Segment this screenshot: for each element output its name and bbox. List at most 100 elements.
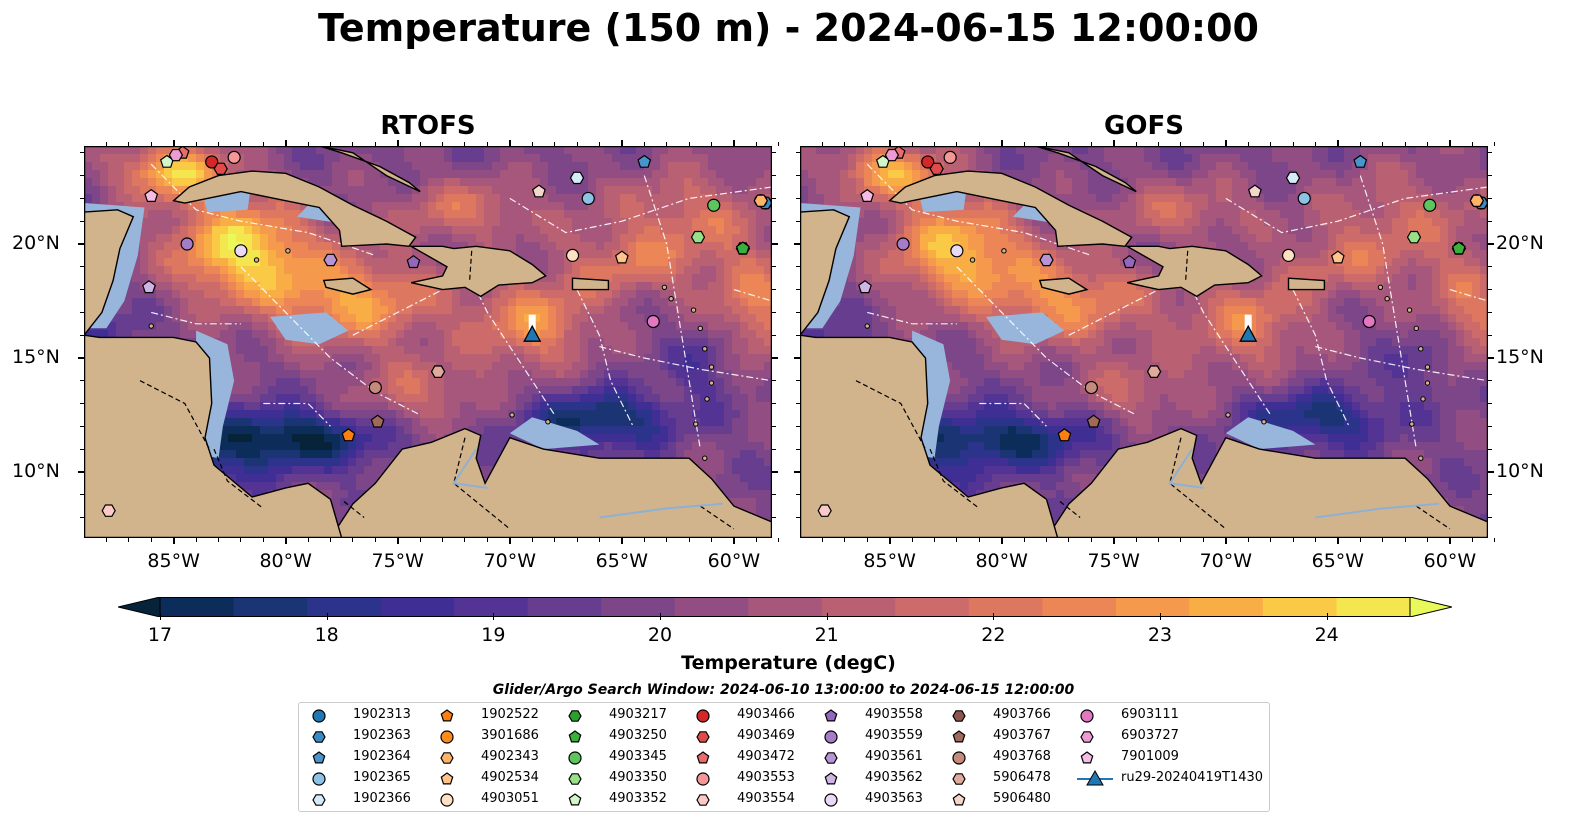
legend-marker-icon — [440, 793, 454, 807]
axis-tick — [796, 448, 800, 450]
legend-marker — [440, 772, 454, 785]
axis-tick — [772, 175, 776, 177]
colorbar-tick-mark — [660, 613, 661, 620]
axis-tick — [888, 538, 891, 544]
colorbar-bin — [895, 597, 970, 617]
river — [1168, 448, 1204, 489]
axis-tick — [508, 140, 511, 146]
legend-marker-icon — [440, 772, 454, 785]
legend-label: 4903563 — [865, 791, 923, 806]
axis-tick — [794, 243, 800, 245]
yucatan-land — [800, 209, 851, 337]
axis-tick — [772, 448, 776, 450]
axis-tick — [576, 142, 578, 146]
axis-tick — [710, 538, 712, 542]
axis-tick — [172, 538, 175, 544]
argo-float-1902364 — [1353, 154, 1368, 168]
axis-tick — [1488, 494, 1492, 496]
axis-tick — [911, 538, 913, 542]
argo-float-markers — [817, 146, 1488, 517]
axis-tick — [1488, 470, 1494, 473]
axis-tick — [688, 538, 690, 542]
small-island — [1418, 455, 1424, 461]
small-island — [148, 323, 154, 329]
eez-boundaries — [150, 163, 772, 450]
legend-label: 1902522 — [481, 707, 539, 722]
legend-label: 4903352 — [609, 791, 667, 806]
argo-float-markers — [101, 146, 772, 517]
colorbar-min-extend — [117, 596, 161, 618]
axis-tick — [778, 538, 780, 542]
bahamas-land — [1035, 146, 1137, 193]
legend-marker — [1080, 751, 1094, 764]
axis-tick — [1488, 311, 1492, 313]
legend-marker — [952, 710, 966, 722]
legend-label: 7901009 — [1121, 749, 1179, 764]
axis-tick — [643, 142, 645, 146]
rtofs-map-canvas — [84, 146, 772, 538]
colorbar — [117, 596, 1453, 618]
argo-float-4903469 — [213, 162, 228, 175]
axis-tick — [1426, 142, 1428, 146]
axis-tick — [78, 470, 84, 473]
legend-label: 4903553 — [737, 770, 795, 785]
legend-marker-icon — [312, 772, 326, 786]
axis-tick — [1488, 266, 1492, 268]
axis-tick — [1471, 538, 1473, 542]
legend-marker — [952, 793, 966, 806]
argo-float-5906478 — [1146, 365, 1162, 378]
axis-tick — [531, 142, 533, 146]
map-panel-rtofs — [84, 146, 772, 538]
axis-tick — [195, 142, 197, 146]
small-island — [1413, 325, 1419, 332]
legend-marker — [568, 730, 582, 743]
argo-float-4903563 — [234, 244, 248, 258]
small-island — [668, 295, 674, 302]
axis-tick — [128, 142, 130, 146]
legend-marker — [312, 751, 326, 764]
argo-float-4903466 — [921, 155, 935, 169]
axis-tick — [688, 142, 690, 146]
axis-tick — [866, 538, 868, 542]
axis-tick — [150, 142, 152, 146]
small-island — [708, 364, 715, 370]
axis-tick — [1488, 289, 1492, 291]
legend-marker — [1080, 709, 1094, 723]
legend-marker — [952, 751, 966, 765]
argo-float-1902366 — [569, 171, 585, 185]
axis-tick — [1314, 142, 1316, 146]
small-island — [1409, 421, 1415, 427]
legend-marker-icon — [952, 773, 966, 785]
legend-marker-icon — [952, 751, 966, 765]
axis-tick — [284, 140, 287, 146]
axis-tick — [1046, 142, 1047, 146]
argo-float-4903562 — [142, 280, 156, 294]
axis-tick — [330, 142, 331, 146]
axis-tick — [978, 538, 980, 542]
axis-tick — [620, 538, 623, 544]
legend-marker-icon — [696, 751, 710, 764]
legend-marker — [696, 794, 710, 806]
axis-tick — [1336, 140, 1339, 146]
axis-tick — [1488, 220, 1492, 222]
bahamas-land — [319, 146, 421, 193]
central-america-land — [800, 334, 1059, 538]
map-panel-gofs — [800, 146, 1488, 538]
river — [452, 448, 488, 489]
colorbar-tick-mark — [993, 613, 995, 620]
argo-float-4902534 — [614, 250, 629, 264]
axis-tick — [796, 403, 800, 405]
axis-tick — [933, 538, 935, 542]
axis-tick — [1494, 538, 1496, 542]
axis-tick — [796, 425, 800, 427]
argo-float-4903768 — [368, 380, 382, 395]
axis-tick — [396, 140, 399, 146]
legend-label: 4903562 — [865, 770, 923, 785]
legend-label: 3901686 — [481, 728, 539, 743]
axis-tick — [1158, 538, 1160, 542]
axis-tick — [80, 516, 84, 518]
axis-tick — [796, 152, 800, 154]
axis-tick — [772, 334, 776, 336]
axis-tick — [772, 356, 778, 359]
legend-marker — [568, 773, 582, 785]
